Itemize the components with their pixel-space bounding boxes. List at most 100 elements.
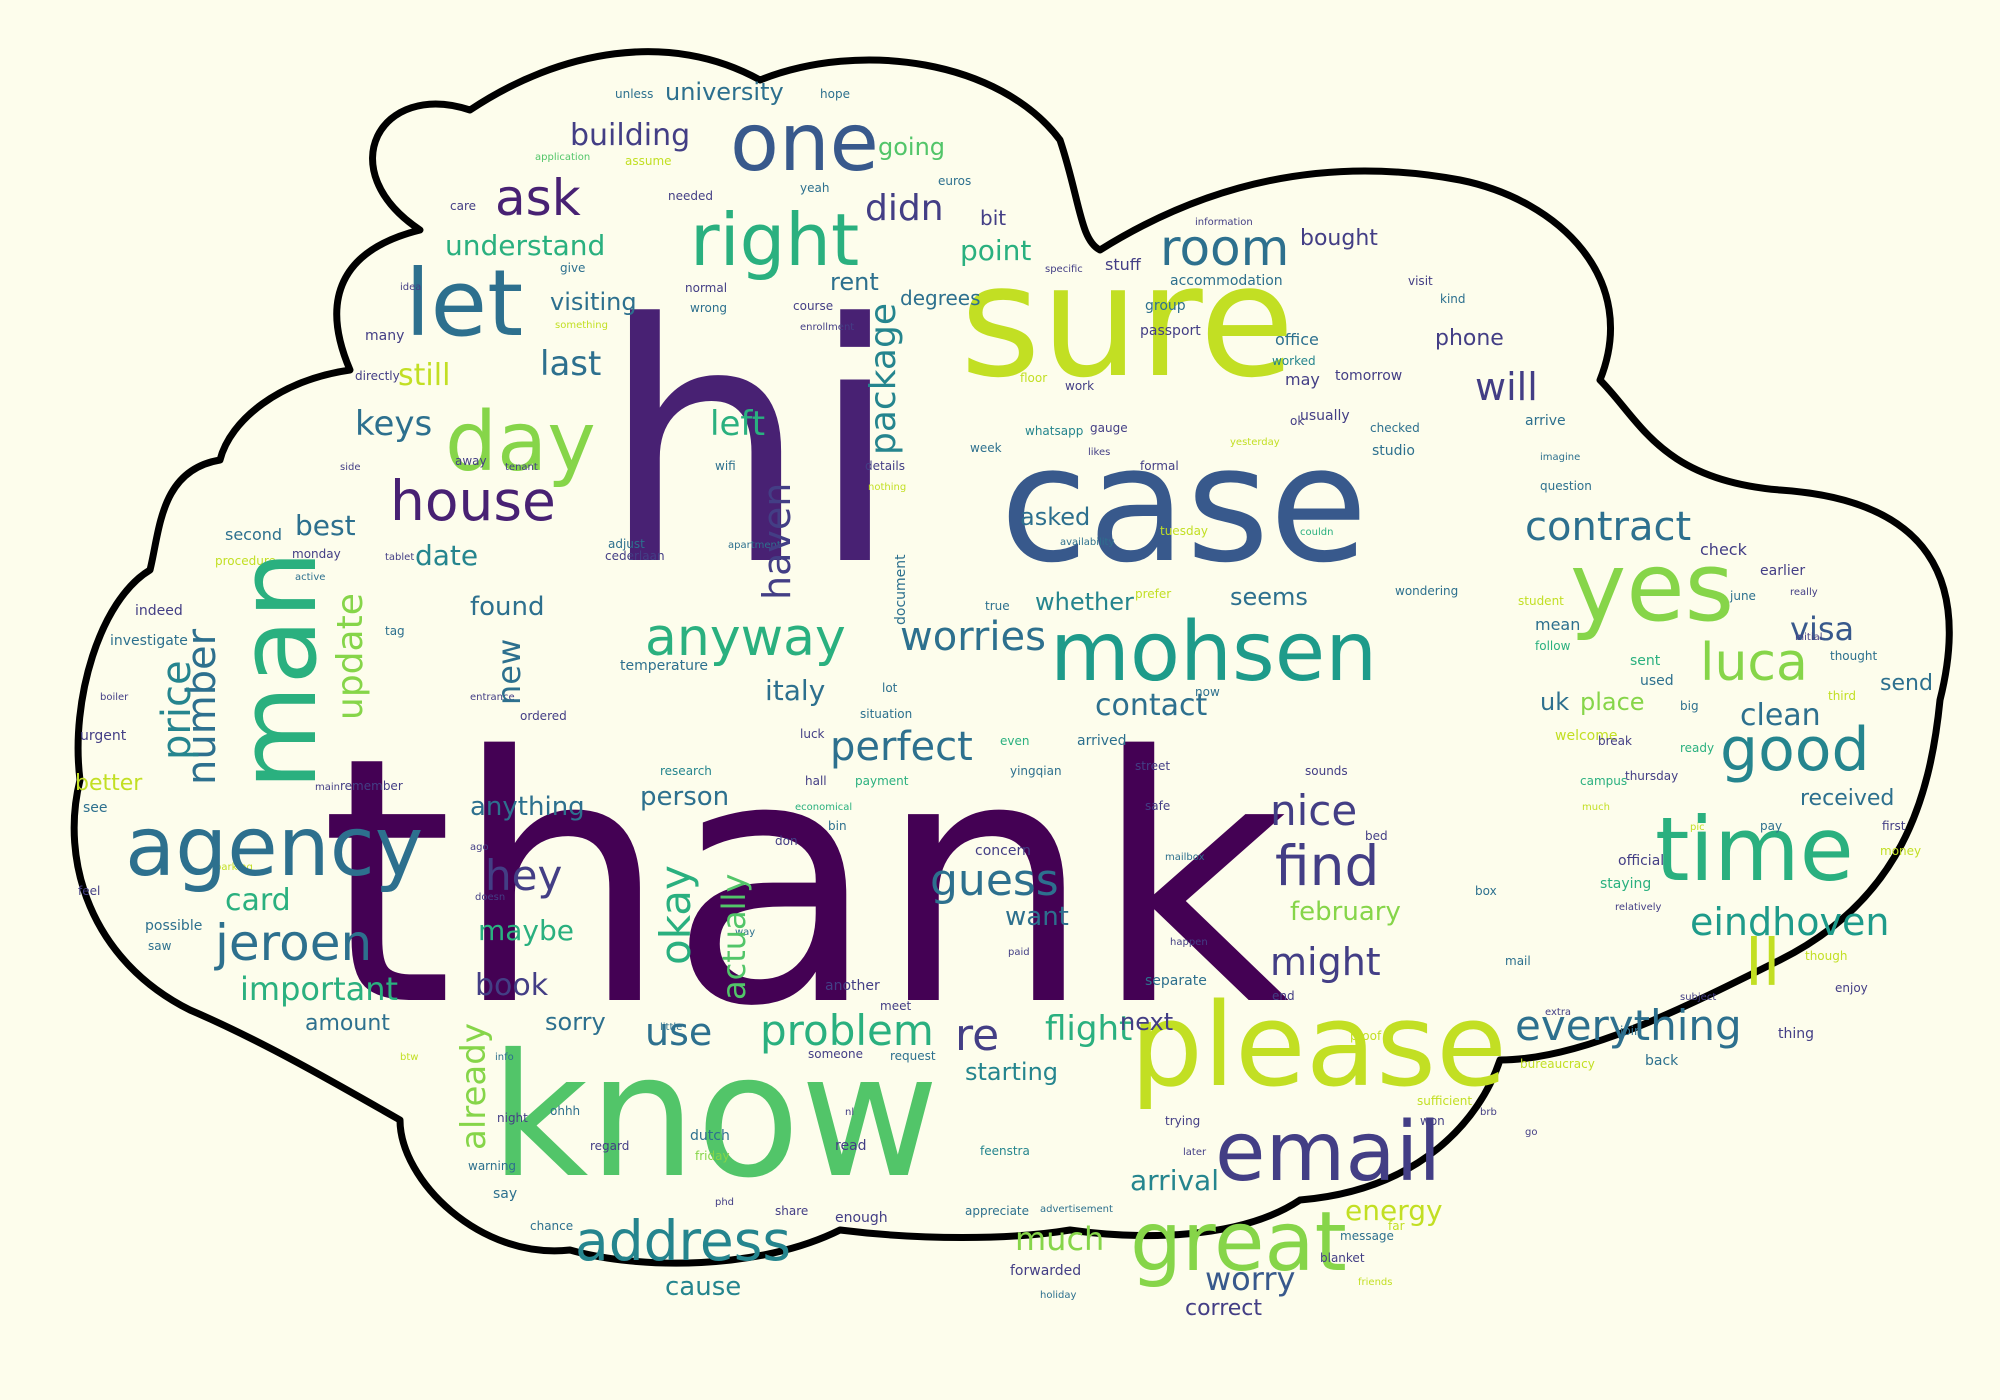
word-main: main xyxy=(315,782,340,793)
word-mail: mail xyxy=(1505,954,1531,968)
word-active: active xyxy=(295,572,325,583)
word-email: email xyxy=(1215,1105,1441,1200)
word-meet: meet xyxy=(880,999,911,1013)
word-right: right xyxy=(690,198,859,282)
word-february: february xyxy=(1290,897,1401,927)
word-much: much xyxy=(1015,1220,1104,1258)
word-visiting: visiting xyxy=(550,288,637,316)
word-number: number xyxy=(179,628,225,785)
word-know: know xyxy=(490,1018,939,1216)
word-tenant: tenant xyxy=(505,462,538,473)
word-sent: sent xyxy=(1630,653,1661,669)
word-research: research xyxy=(660,764,712,778)
word-far: far xyxy=(1388,1219,1405,1233)
word-card: card xyxy=(225,883,291,918)
word-yingqian: yingqian xyxy=(1010,764,1062,778)
word-usually: usually xyxy=(1300,408,1350,424)
word-kind: kind xyxy=(1440,292,1466,306)
word-welcome: welcome xyxy=(1555,728,1617,744)
word-third: third xyxy=(1828,689,1856,703)
word-campus: campus xyxy=(1580,774,1627,788)
word-another: another xyxy=(825,978,880,994)
word-asked: asked xyxy=(1020,503,1090,531)
word-bureaucracy: bureaucracy xyxy=(1520,1057,1595,1071)
word-case: case xyxy=(1000,411,1368,598)
word-details: details xyxy=(865,459,905,473)
word-prefer: prefer xyxy=(1135,587,1171,601)
word-arrived: arrived xyxy=(1077,733,1127,749)
word-safe: safe xyxy=(1145,799,1170,813)
word-amount: amount xyxy=(305,1011,390,1036)
word-tuesday: tuesday xyxy=(1160,524,1208,538)
word-mean: mean xyxy=(1535,615,1580,634)
word-contract: contract xyxy=(1525,504,1691,550)
word-concern: concern xyxy=(975,843,1031,859)
word-bit: bit xyxy=(980,206,1006,230)
word-stuff: stuff xyxy=(1105,255,1142,274)
word-couldn: couldn xyxy=(1300,527,1333,538)
word-phd: phd xyxy=(715,1197,734,1208)
word-big: big xyxy=(1680,699,1699,713)
word-tag: tag xyxy=(385,624,405,638)
word-extra: extra xyxy=(1545,1007,1571,1018)
word-haven: haven xyxy=(755,483,799,600)
word-thursday: thursday xyxy=(1625,769,1678,783)
word-boiler: boiler xyxy=(100,692,129,703)
word-found: found xyxy=(470,592,545,622)
word-friday: friday xyxy=(695,1149,730,1163)
word-group: group xyxy=(1145,298,1186,314)
word-next: next xyxy=(1120,1008,1173,1036)
word-one: one xyxy=(730,96,879,189)
word-indeed: indeed xyxy=(135,603,183,619)
word-parking: parking xyxy=(215,862,253,873)
word-proof: proof xyxy=(1350,1029,1382,1043)
word-passport: passport xyxy=(1140,323,1201,339)
word-best: best xyxy=(295,509,356,542)
word-normal: normal xyxy=(685,281,727,295)
word-check: check xyxy=(1700,540,1748,559)
word-pic: pic xyxy=(1690,822,1705,833)
word-true: true xyxy=(985,599,1010,613)
word-idea: idea xyxy=(400,282,421,293)
word-hope: hope xyxy=(820,87,850,101)
word-care: care xyxy=(450,199,476,213)
word-good: good xyxy=(1720,715,1870,785)
word-bin: bin xyxy=(828,819,847,833)
word-building: building xyxy=(570,118,690,153)
word-subject: subject xyxy=(1680,992,1716,1003)
word-possible: possible xyxy=(145,918,202,934)
word-hey: hey xyxy=(485,851,562,900)
word-still: still xyxy=(398,358,450,393)
word-give: give xyxy=(560,261,585,275)
word-luca: luca xyxy=(1700,633,1808,693)
word-yesterday: yesterday xyxy=(1230,437,1280,448)
word-feel: feel xyxy=(78,884,100,898)
word-better: better xyxy=(75,771,143,796)
word-guess: guess xyxy=(930,855,1059,906)
word-course: course xyxy=(793,299,833,313)
word-starting: starting xyxy=(965,1058,1058,1086)
word-eindhoven: eindhoven xyxy=(1690,900,1889,944)
cloud-outline xyxy=(70,48,1953,1267)
word-application: application xyxy=(535,152,590,163)
word-office: office xyxy=(1275,330,1319,349)
word-sure: sure xyxy=(960,231,1295,412)
word-wondering: wondering xyxy=(1395,584,1458,598)
word-find: find xyxy=(1275,834,1379,898)
word-friends: friends xyxy=(1358,1277,1392,1288)
word-received: received xyxy=(1800,786,1894,811)
word-yeah: yeah xyxy=(800,181,829,195)
word-btw: btw xyxy=(400,1052,418,1063)
word-worked: worked xyxy=(1272,354,1316,368)
word-chance: chance xyxy=(530,1219,573,1233)
word-box: box xyxy=(1475,884,1497,898)
word-contact: contact xyxy=(1095,688,1208,723)
word-uk: uk xyxy=(1540,688,1569,716)
word-investigate: investigate xyxy=(110,633,188,649)
word-degrees: degrees xyxy=(900,286,981,310)
word-maybe: maybe xyxy=(478,914,574,947)
word-great: great xyxy=(1130,1195,1347,1290)
word-ordered: ordered xyxy=(520,709,567,723)
word-house: house xyxy=(390,469,556,533)
word-urgent: urgent xyxy=(80,728,127,744)
